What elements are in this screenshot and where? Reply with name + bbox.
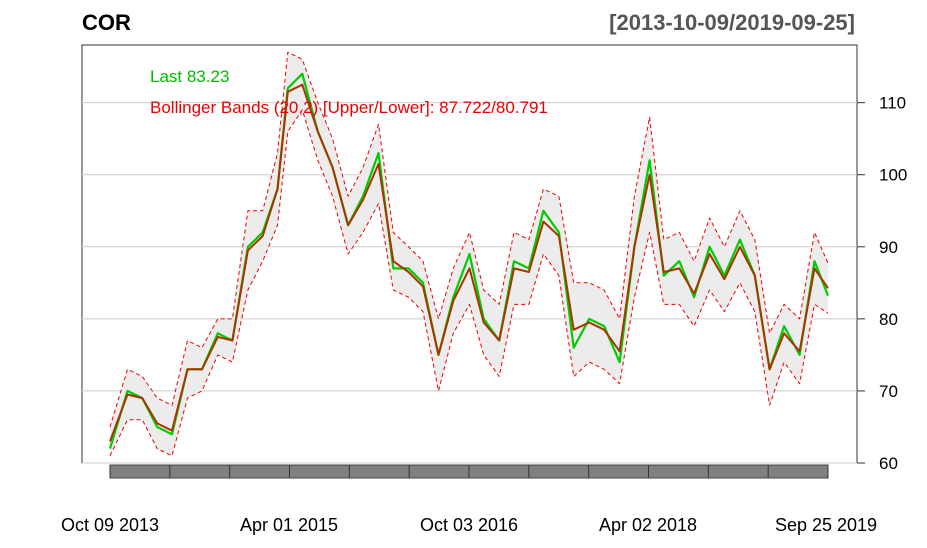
y-tick-label-100: 100 (879, 166, 907, 185)
x-axis: Oct 09 2013 Apr 01 2015 Oct 03 2016 Apr 02 … (61, 464, 877, 535)
series-bollinger-upper (109, 51, 829, 428)
legend-last: Last 83.23 (150, 67, 229, 86)
chart-title: COR (82, 10, 131, 35)
y-tick-label-60: 60 (879, 454, 898, 473)
series-bollinger-middle (109, 83, 829, 442)
x-tick-label-4: Sep 25 2019 (775, 515, 877, 535)
y-tick-label-110: 110 (879, 94, 906, 113)
series-bollinger-lower (109, 109, 829, 457)
legend-bollinger: Bollinger Bands (20,2) [Upper/Lower]: 87… (150, 98, 548, 117)
y-tick-label-80: 80 (879, 310, 898, 329)
x-tick-label-3: Apr 02 2018 (599, 515, 697, 535)
y-tick-label-70: 70 (879, 382, 898, 401)
series-lines (108, 51, 830, 457)
date-range: [2013-10-09/2019-09-25] (609, 10, 855, 35)
x-tick-label-0: Oct 09 2013 (61, 515, 159, 535)
x-tick-label-2: Oct 03 2016 (420, 515, 518, 535)
y-tick-label-90: 90 (879, 238, 898, 257)
x-tick-label-1: Apr 01 2015 (240, 515, 338, 535)
y-axis: 60 70 80 90 100 110 (857, 94, 907, 473)
